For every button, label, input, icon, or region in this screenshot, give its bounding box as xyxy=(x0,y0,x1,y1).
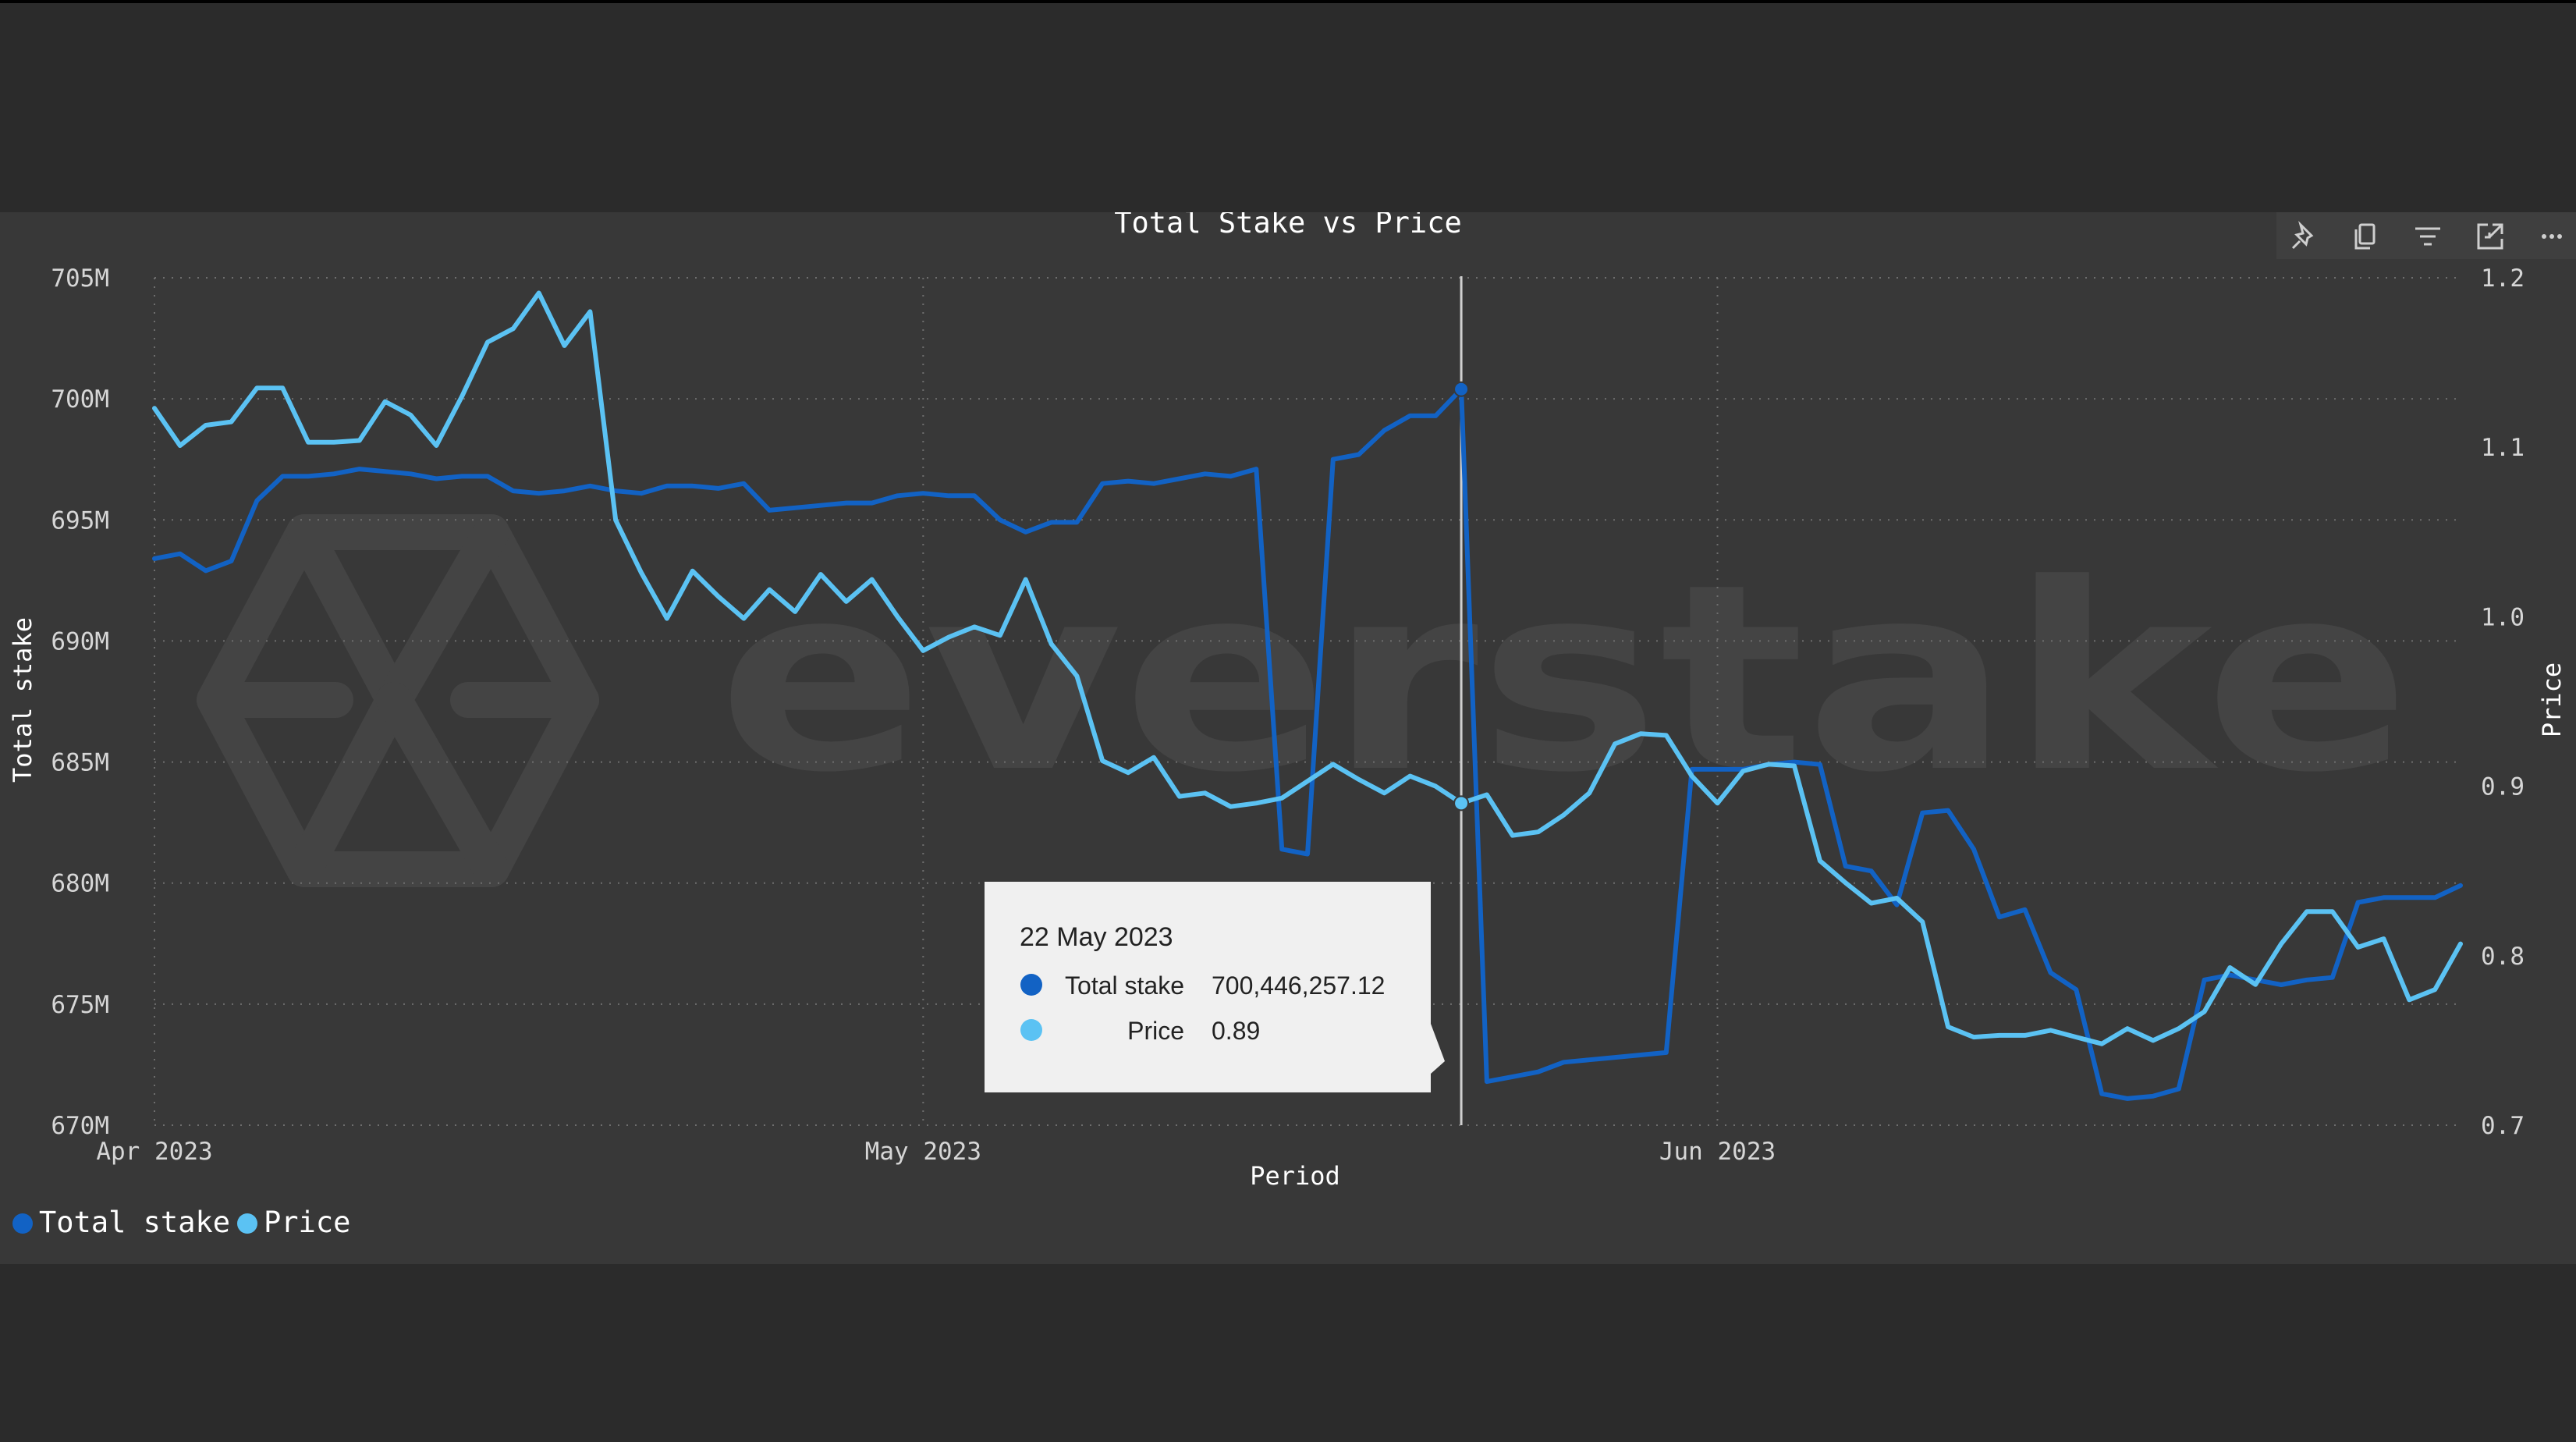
series-line-total-stake xyxy=(152,386,2463,1101)
filter-icon[interactable] xyxy=(2411,218,2445,254)
tooltip-swatch-price xyxy=(1020,1019,1042,1041)
hover-marker-price xyxy=(1453,795,1470,812)
y-tick-label: 690M xyxy=(51,627,109,655)
y-tick-label: 700M xyxy=(51,385,109,414)
y-axis-title: Total stake xyxy=(8,617,37,783)
series-layer xyxy=(152,290,2463,1101)
tooltip-value-price: 0.89 xyxy=(1212,1017,1260,1045)
series-line-price xyxy=(152,290,2463,1046)
pin-icon[interactable] xyxy=(2287,218,2322,254)
focus-mode-icon[interactable] xyxy=(2473,218,2507,254)
tooltip-date: 22 May 2023 xyxy=(1020,922,1173,952)
legend: Total stake Price xyxy=(12,1206,350,1239)
chart-panel: everstake Total Stake vs Price xyxy=(0,212,2576,1264)
watermark-text: everstake xyxy=(718,529,2411,829)
y2-tick-label: 0.9 xyxy=(2481,773,2525,801)
legend-swatch-total-stake xyxy=(12,1213,33,1234)
tooltip-label-price: Price xyxy=(1127,1017,1184,1045)
y2-tick-label: 0.7 xyxy=(2481,1112,2525,1140)
more-options-icon[interactable] xyxy=(2535,218,2569,254)
legend-label-price: Price xyxy=(264,1206,350,1239)
chart-title: Total Stake vs Price xyxy=(1114,212,1462,240)
y-tick-label: 675M xyxy=(51,991,109,1019)
x-tick-label: May 2023 xyxy=(865,1138,981,1166)
hover-tooltip: 22 May 2023 Total stake 700,446,257.12 P… xyxy=(985,882,1445,1092)
top-edge xyxy=(0,0,2576,3)
tooltip-swatch-total-stake xyxy=(1020,974,1042,996)
x-tick-label: Apr 2023 xyxy=(96,1138,212,1166)
y-tick-label: 670M xyxy=(51,1112,109,1140)
axis-ticks: 705M 700M 695M 690M 685M 680M 675M 670M 1.2 1.1 1.… xyxy=(51,265,2525,1166)
y2-tick-label: 0.8 xyxy=(2481,943,2525,971)
legend-item-price[interactable]: Price xyxy=(237,1206,350,1239)
y2-tick-label: 1.0 xyxy=(2481,603,2525,631)
visual-header-toolbar xyxy=(2276,212,2576,259)
y-tick-label: 695M xyxy=(51,506,109,535)
y-tick-label: 705M xyxy=(51,265,109,293)
y2-tick-label: 1.1 xyxy=(2481,434,2525,462)
everstake-watermark: everstake xyxy=(197,514,2411,887)
tooltip-label-total-stake: Total stake xyxy=(1065,971,1184,1000)
y2-axis-title: Price xyxy=(2537,662,2567,737)
y-tick-label: 680M xyxy=(51,870,109,898)
hover-marker-total-stake xyxy=(1453,381,1470,397)
legend-item-total-stake[interactable]: Total stake xyxy=(12,1206,230,1239)
copy-icon[interactable] xyxy=(2349,218,2383,254)
y2-tick-label: 1.2 xyxy=(2481,265,2525,293)
tooltip-value-total-stake: 700,446,257.12 xyxy=(1212,971,1385,1000)
chart-canvas: everstake Total Stake vs Price xyxy=(8,212,2576,1239)
everstake-logo-icon xyxy=(197,514,599,887)
y-tick-label: 685M xyxy=(51,749,109,777)
x-axis-title: Period xyxy=(1250,1161,1340,1191)
legend-swatch-price xyxy=(237,1213,257,1234)
legend-label-total-stake: Total stake xyxy=(39,1206,230,1239)
x-tick-label: Jun 2023 xyxy=(1659,1138,1776,1166)
